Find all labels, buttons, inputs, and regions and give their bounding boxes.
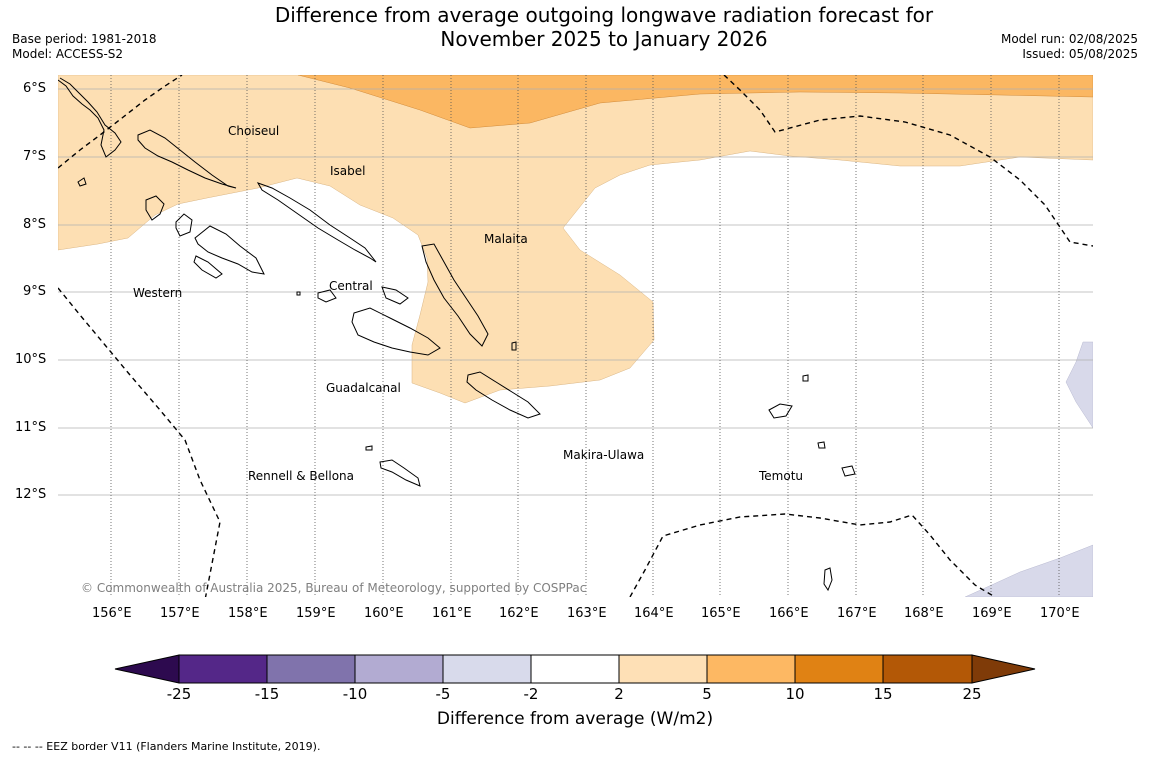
- colorbar-bin-5: [530, 654, 620, 684]
- lon-label-170e: 170°E: [1040, 606, 1080, 621]
- temotu-islands-2: [802, 374, 856, 477]
- western-islands-3: [194, 225, 265, 275]
- malaita-coast: [421, 243, 489, 347]
- place-label-temotu: Temotu: [759, 469, 804, 483]
- lon-label-166e: 166°E: [769, 606, 809, 621]
- eez-legend-note: -- -- -- EEZ border V11 (Flanders Marine…: [12, 740, 321, 753]
- lon-label-163e: 163°E: [567, 606, 607, 621]
- chart-title: Difference from average outgoing longwav…: [0, 3, 1150, 51]
- meta-right: Model run: 02/08/2025 Issued: 05/08/2025: [1001, 32, 1138, 62]
- lon-label-169e: 169°E: [972, 606, 1012, 621]
- western-islands-1: [145, 195, 165, 221]
- temotu-islands-3: [823, 567, 833, 592]
- lon-label-162e: 162°E: [499, 606, 539, 621]
- colorbar-tick-neg5: -5: [435, 685, 451, 703]
- model-run: Model run: 02/08/2025: [1000, 32, 1138, 46]
- anomaly-area-5-to-10: [297, 75, 1093, 129]
- coastlines: [58, 77, 856, 592]
- anomaly-area-neg5-to-neg2-east: [1065, 341, 1093, 429]
- rennell-coast: [379, 459, 421, 487]
- small-islet-2: [296, 291, 301, 296]
- copyright-notice: © Commonwealth of Australia 2025, Bureau…: [81, 581, 587, 595]
- longitude-gridlines: [110, 75, 1060, 597]
- colorbar-bin-6: [618, 654, 708, 684]
- colorbar-tick-neg10: -10: [342, 685, 368, 703]
- colorbar-bin-8: [794, 654, 884, 684]
- place-label-central: Central: [329, 279, 373, 293]
- colorbar-bin-1: [178, 654, 268, 684]
- lon-label-164e: 164°E: [634, 606, 674, 621]
- colorbar-tick-10: 10: [785, 685, 805, 703]
- lon-label-157e: 157°E: [160, 606, 200, 621]
- colorbar-extend-high: [971, 654, 1036, 684]
- place-label-western: Western: [133, 286, 183, 300]
- guadalcanal-coast: [351, 307, 441, 356]
- place-label-malaita: Malaita: [484, 232, 528, 246]
- lat-label-9s: 9°S: [23, 284, 47, 299]
- lat-label-7s: 7°S: [23, 149, 47, 164]
- colorbar-bin-9: [882, 654, 973, 684]
- colorbar-tick-5: 5: [702, 685, 712, 703]
- eez-borders: [58, 75, 1093, 597]
- lon-label-168e: 168°E: [904, 606, 944, 621]
- colorbar-title: Difference from average (W/m2): [436, 709, 714, 729]
- isabel-coast: [256, 182, 377, 263]
- lon-label-156e: 156°E: [92, 606, 132, 621]
- lon-label-161e: 161°E: [432, 606, 472, 621]
- place-label-guadalcanal: Guadalcanal: [326, 381, 401, 395]
- colorbar-bin-7: [706, 654, 796, 684]
- lon-label-160e: 160°E: [364, 606, 404, 621]
- western-islands-4: [193, 255, 223, 279]
- eez-west: [58, 287, 221, 597]
- colorbar-bin-2: [266, 654, 356, 684]
- western-islands-2: [175, 213, 193, 237]
- colorbar-extend-low: [114, 654, 180, 684]
- place-label-makira-ulawa: Makira-Ulawa: [563, 448, 645, 462]
- issued-date: Issued: 05/08/2025: [1022, 47, 1138, 61]
- model-name: Model: ACCESS-S2: [12, 47, 124, 61]
- lon-label-165e: 165°E: [701, 606, 741, 621]
- lat-label-11s: 11°S: [15, 420, 47, 435]
- colorbar-bin-3: [354, 654, 444, 684]
- lon-label-158e: 158°E: [228, 606, 268, 621]
- place-label-choiseul: Choiseul: [228, 124, 280, 138]
- colorbar-tick-25: 25: [962, 685, 982, 703]
- colorbar-bin-4: [442, 654, 532, 684]
- colorbar-tick-15: 15: [873, 685, 893, 703]
- lon-label-159e: 159°E: [296, 606, 336, 621]
- bougainville-coast: [58, 77, 122, 158]
- map-area: [58, 75, 1093, 597]
- colorbar-tick-neg15: -15: [254, 685, 280, 703]
- bellona-coast: [365, 445, 373, 451]
- lat-label-10s: 10°S: [15, 352, 47, 367]
- colorbar-tick-neg25: -25: [166, 685, 192, 703]
- eez-north-west: [58, 75, 183, 169]
- base-period: Base period: 1981-2018: [12, 32, 157, 46]
- lat-label-12s: 12°S: [15, 487, 47, 502]
- small-islet-1: [511, 341, 517, 351]
- lat-label-6s: 6°S: [23, 81, 47, 96]
- eez-south: [629, 513, 996, 597]
- meta-left: Base period: 1981-2018 Model: ACCESS-S2: [12, 32, 157, 62]
- colorbar-tick-neg2: -2: [523, 685, 539, 703]
- colorbar: [114, 654, 1036, 684]
- lat-label-8s: 8°S: [23, 217, 47, 232]
- central-islands: [317, 286, 409, 305]
- makira-coast: [466, 371, 541, 419]
- anomaly-area-neg5-to-neg2-southeast: [964, 544, 1093, 597]
- place-label-isabel: Isabel: [330, 164, 366, 178]
- latitude-gridlines: [58, 88, 1093, 496]
- lon-label-167e: 167°E: [837, 606, 877, 621]
- title-line-1: Difference from average outgoing longwav…: [274, 3, 934, 27]
- colorbar-tick-2: 2: [614, 685, 624, 703]
- choiseul-coast: [137, 129, 237, 189]
- small-island: [77, 177, 87, 187]
- place-label-rennell-bellona: Rennell & Bellona: [248, 469, 355, 483]
- title-line-2: November 2025 to January 2026: [440, 27, 768, 51]
- temotu-islands-1: [768, 403, 793, 419]
- eez-north-east: [723, 75, 1093, 247]
